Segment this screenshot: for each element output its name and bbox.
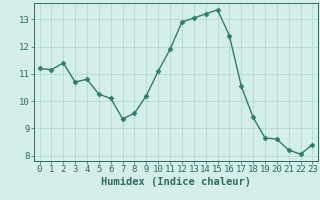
- X-axis label: Humidex (Indice chaleur): Humidex (Indice chaleur): [101, 177, 251, 187]
